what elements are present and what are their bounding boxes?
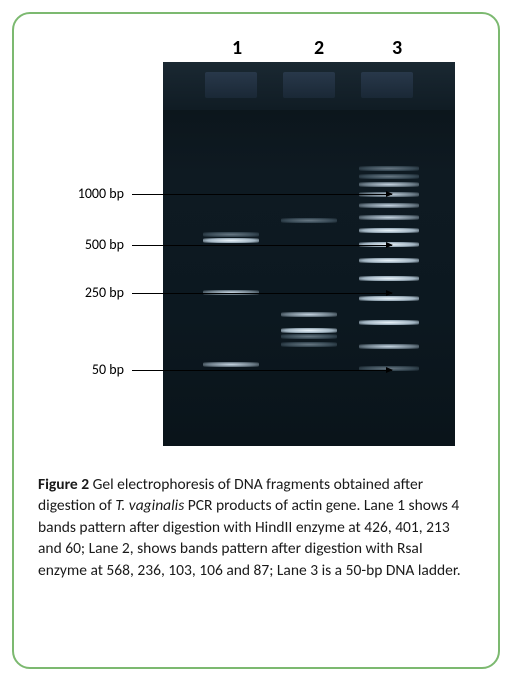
arrow-icon <box>132 245 392 246</box>
well-lane-1 <box>205 72 257 98</box>
caption-italic: T. vaginalis <box>115 496 184 515</box>
arrow-icon <box>132 370 392 371</box>
figure-label: Figure 2 <box>38 475 89 494</box>
gel-band <box>203 232 259 237</box>
gel-band <box>359 174 419 179</box>
gel-band <box>359 344 419 349</box>
gel-image <box>163 62 455 446</box>
lane-header-2: 2 <box>314 36 324 60</box>
bp-label: 1000 bp <box>62 185 124 202</box>
gel-band <box>281 342 337 347</box>
gel-band <box>359 166 419 171</box>
gel-area: 1 2 3 1000 bp 500 bp 250 bp 50 bp <box>38 32 474 452</box>
lane-header-1: 1 <box>232 36 242 60</box>
figure-frame: 1 2 3 1000 bp 500 bp 250 bp 50 bp Figure 2 … <box>12 12 500 669</box>
well-lane-3 <box>361 72 413 98</box>
gel-band <box>281 328 337 333</box>
gel-band <box>359 276 419 281</box>
gel-band <box>359 258 419 263</box>
figure-caption: Figure 2 Gel electrophoresis of DNA frag… <box>38 474 474 581</box>
well-lane-2 <box>283 72 335 98</box>
gel-band <box>359 320 419 325</box>
gel-band <box>359 182 419 187</box>
gel-band <box>359 296 419 301</box>
arrow-icon <box>132 293 392 294</box>
gel-band <box>203 362 259 367</box>
gel-band <box>359 203 419 208</box>
bp-label: 500 bp <box>62 236 124 253</box>
bp-label: 250 bp <box>62 284 124 301</box>
gel-band <box>281 312 337 317</box>
gel-band <box>281 334 337 339</box>
gel-band <box>281 218 337 223</box>
gel-band <box>359 215 419 220</box>
arrow-icon <box>132 194 392 195</box>
gel-band <box>359 228 419 233</box>
lane-header-3: 3 <box>392 36 402 60</box>
bp-label: 50 bp <box>62 361 124 378</box>
gel-band <box>203 238 259 243</box>
